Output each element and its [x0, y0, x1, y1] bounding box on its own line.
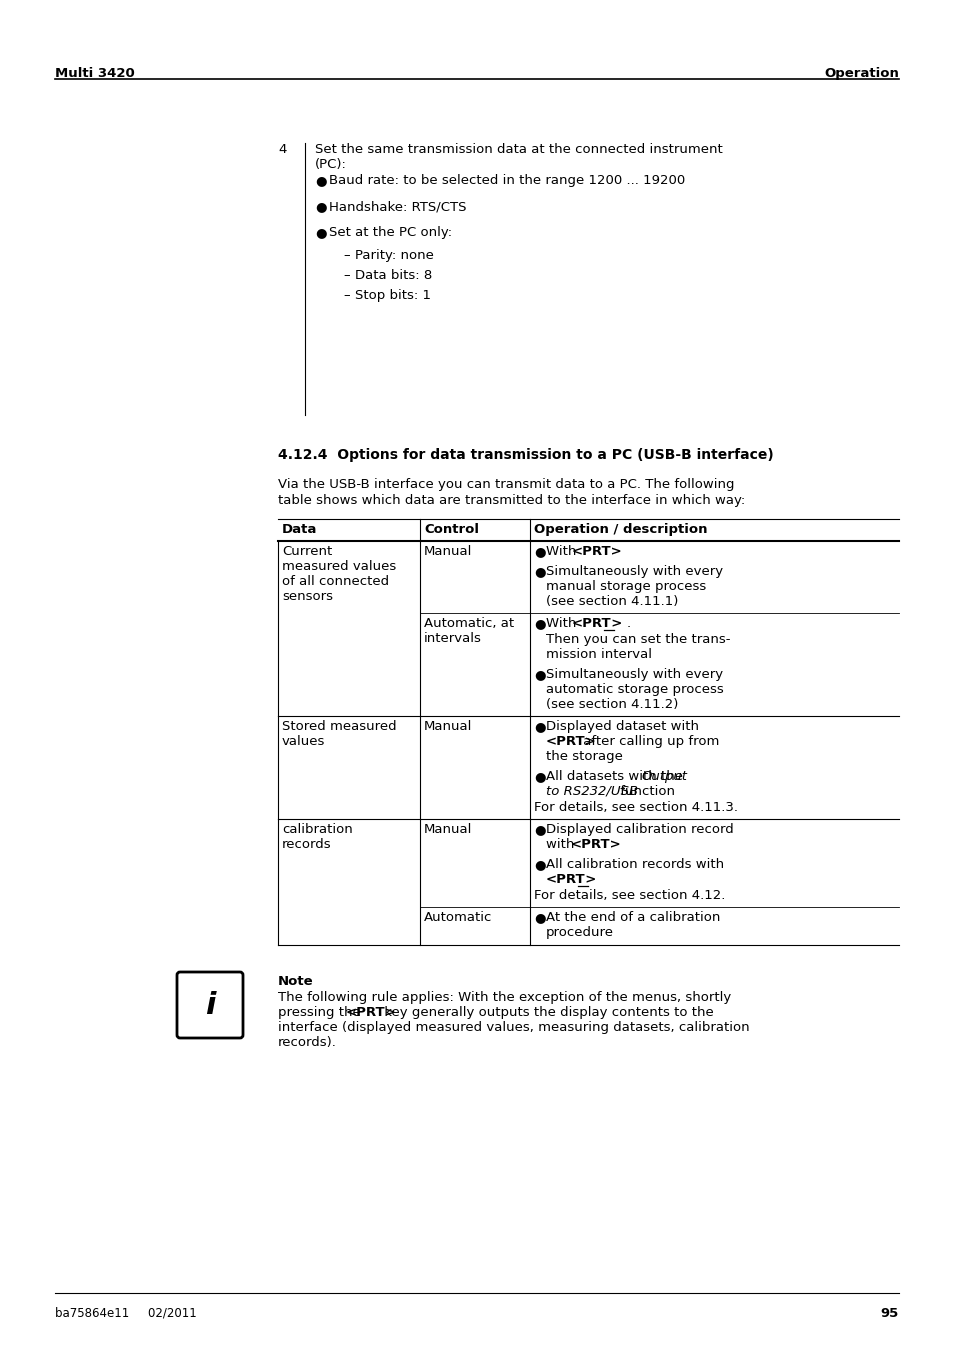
Text: .: . — [626, 617, 631, 630]
Text: Data bits: 8: Data bits: 8 — [355, 269, 432, 282]
Text: records: records — [282, 838, 332, 851]
Text: –: – — [343, 269, 349, 282]
Text: of all connected: of all connected — [282, 576, 389, 588]
Text: <PRT>: <PRT> — [346, 1006, 396, 1019]
Text: Handshake: RTS/CTS: Handshake: RTS/CTS — [329, 200, 466, 213]
Text: ●: ● — [534, 770, 545, 784]
Text: 4: 4 — [277, 143, 286, 155]
Text: 95: 95 — [880, 1306, 898, 1320]
Text: Baud rate: to be selected in the range 1200 ... 19200: Baud rate: to be selected in the range 1… — [329, 174, 684, 186]
Text: manual storage process: manual storage process — [545, 580, 705, 593]
Text: function: function — [616, 785, 675, 798]
Text: intervals: intervals — [423, 632, 481, 644]
Text: the storage: the storage — [545, 750, 622, 763]
Text: Automatic, at: Automatic, at — [423, 617, 514, 630]
Text: (see section 4.11.2): (see section 4.11.2) — [545, 698, 678, 711]
Text: >: > — [576, 873, 596, 886]
Text: With: With — [545, 544, 580, 558]
FancyBboxPatch shape — [177, 971, 243, 1038]
Text: ●: ● — [314, 226, 326, 239]
Text: Automatic: Automatic — [423, 911, 492, 924]
Text: For details, see section 4.11.3.: For details, see section 4.11.3. — [534, 801, 738, 815]
Text: Stop bits: 1: Stop bits: 1 — [355, 289, 431, 303]
Text: Operation: Operation — [823, 68, 898, 80]
Text: Manual: Manual — [423, 544, 472, 558]
Text: Simultaneously with every: Simultaneously with every — [545, 565, 722, 578]
Text: Current: Current — [282, 544, 332, 558]
Text: to RS232/USB: to RS232/USB — [545, 785, 638, 798]
Text: automatic storage process: automatic storage process — [545, 684, 723, 696]
Text: All calibration records with: All calibration records with — [545, 858, 723, 871]
Text: Set at the PC only:: Set at the PC only: — [329, 226, 452, 239]
Text: The following rule applies: With the exception of the menus, shortly: The following rule applies: With the exc… — [277, 992, 731, 1004]
Text: At the end of a calibration: At the end of a calibration — [545, 911, 720, 924]
Text: ●: ● — [534, 544, 545, 558]
Text: measured values: measured values — [282, 561, 395, 573]
Text: ba75864e11     02/2011: ba75864e11 02/2011 — [55, 1306, 196, 1320]
Text: (see section 4.11.1): (see section 4.11.1) — [545, 594, 678, 608]
Text: ●: ● — [314, 174, 326, 186]
Text: sensors: sensors — [282, 590, 333, 603]
Text: Set the same transmission data at the connected instrument: Set the same transmission data at the co… — [314, 143, 722, 155]
Text: Manual: Manual — [423, 823, 472, 836]
Text: after calling up from: after calling up from — [578, 735, 719, 748]
Text: <PRT>: <PRT> — [571, 838, 621, 851]
Text: All datasets with the: All datasets with the — [545, 770, 686, 784]
Text: With: With — [545, 617, 580, 630]
Text: 4.12.4  Options for data transmission to a PC (USB-B interface): 4.12.4 Options for data transmission to … — [277, 449, 773, 462]
Text: <PRT: <PRT — [572, 617, 611, 630]
Text: ●: ● — [534, 911, 545, 924]
Text: key generally outputs the display contents to the: key generally outputs the display conten… — [379, 1006, 713, 1019]
Text: ●: ● — [534, 858, 545, 871]
Text: Control: Control — [423, 523, 478, 536]
Text: Data: Data — [282, 523, 317, 536]
Text: (PC):: (PC): — [314, 158, 347, 172]
Text: records).: records). — [277, 1036, 336, 1048]
Text: Parity: none: Parity: none — [355, 249, 434, 262]
Text: i: i — [205, 990, 215, 1020]
Text: Via the USB-B interface you can transmit data to a PC. The following: Via the USB-B interface you can transmit… — [277, 478, 734, 490]
Text: Displayed dataset with: Displayed dataset with — [545, 720, 699, 734]
Text: table shows which data are transmitted to the interface in which way:: table shows which data are transmitted t… — [277, 494, 744, 507]
Text: Manual: Manual — [423, 720, 472, 734]
Text: Multi 3420: Multi 3420 — [55, 68, 134, 80]
Text: <PRT: <PRT — [545, 873, 585, 886]
Text: –: – — [343, 289, 349, 303]
Text: calibration: calibration — [282, 823, 353, 836]
Text: interface (displayed measured values, measuring datasets, calibration: interface (displayed measured values, me… — [277, 1021, 749, 1034]
Text: Then you can set the trans-: Then you can set the trans- — [545, 634, 730, 646]
Text: Output: Output — [640, 770, 686, 784]
Text: ●: ● — [534, 823, 545, 836]
Text: procedure: procedure — [545, 925, 614, 939]
Text: values: values — [282, 735, 325, 748]
Text: Operation / description: Operation / description — [534, 523, 707, 536]
Text: ●: ● — [534, 720, 545, 734]
Text: <PRT>: <PRT> — [572, 544, 622, 558]
Text: ●: ● — [314, 200, 326, 213]
Text: Stored measured: Stored measured — [282, 720, 396, 734]
Text: pressing the: pressing the — [277, 1006, 365, 1019]
Text: Note: Note — [277, 975, 314, 988]
Text: ●: ● — [534, 667, 545, 681]
Text: –: – — [343, 249, 349, 262]
Text: Simultaneously with every: Simultaneously with every — [545, 667, 722, 681]
Text: ●: ● — [534, 617, 545, 630]
Text: ●: ● — [534, 565, 545, 578]
Text: with: with — [545, 838, 578, 851]
Text: >: > — [601, 617, 621, 630]
Text: mission interval: mission interval — [545, 648, 651, 661]
Text: For details, see section 4.12.: For details, see section 4.12. — [534, 889, 724, 902]
Text: Displayed calibration record: Displayed calibration record — [545, 823, 733, 836]
Text: <PRT>: <PRT> — [545, 735, 597, 748]
